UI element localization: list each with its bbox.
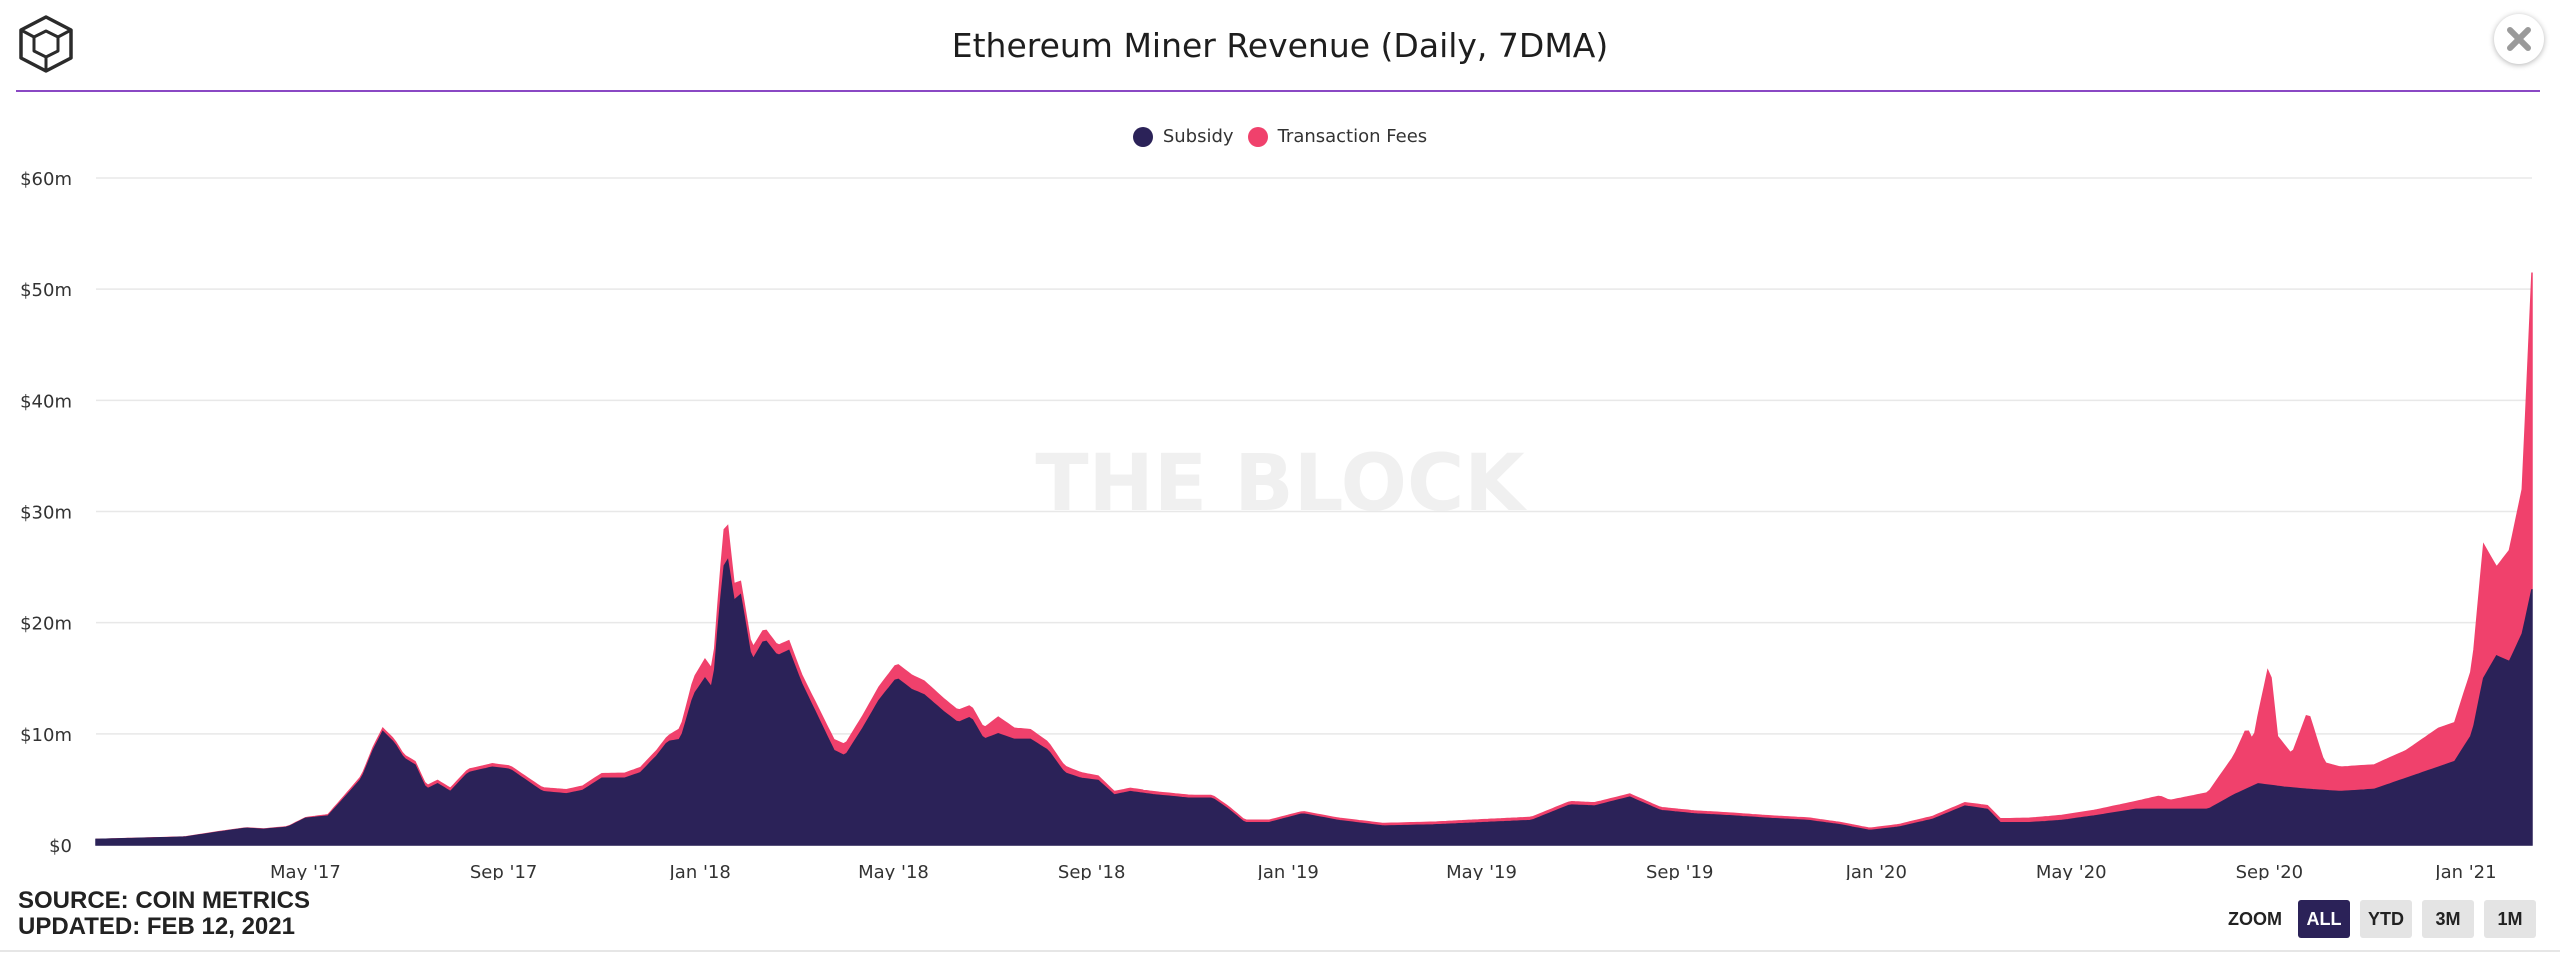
x-tick-label: Sep '18 xyxy=(1058,862,1126,880)
x-tick-label: Jan '21 xyxy=(2434,862,2496,880)
updated-text: UPDATED: FEB 12, 2021 xyxy=(18,913,295,940)
y-tick-label: $30m xyxy=(20,503,72,524)
x-tick-label: Sep '20 xyxy=(2236,862,2304,880)
legend-dot-subsidy xyxy=(1132,126,1153,147)
header-divider xyxy=(16,90,2540,92)
x-tick-label: Jan '18 xyxy=(669,862,731,880)
y-tick-label: $0 xyxy=(49,836,72,857)
legend-label-fees: Transaction Fees xyxy=(1277,126,1428,147)
chart-legend: Subsidy Transaction Fees xyxy=(0,126,2560,147)
the-block-logo xyxy=(16,14,76,74)
x-tick-label: May '17 xyxy=(270,862,341,880)
zoom-controls: ZOOM ALL YTD 3M 1M xyxy=(2228,900,2536,938)
y-tick-label: $50m xyxy=(20,280,72,301)
y-tick-label: $20m xyxy=(20,614,72,635)
chart-plot: $0 $10m $20m $30m $40m $50m $60m THE BLOCK May '… xyxy=(20,169,2533,880)
x-tick-label: Sep '19 xyxy=(1646,862,1714,880)
zoom-3m-button[interactable]: 3M xyxy=(2422,900,2474,938)
legend-label-subsidy: Subsidy xyxy=(1162,126,1234,147)
legend-item-subsidy[interactable]: Subsidy xyxy=(1132,126,1234,147)
close-icon xyxy=(2507,27,2531,51)
legend-item-fees[interactable]: Transaction Fees xyxy=(1247,126,1428,147)
y-tick-label: $60m xyxy=(20,169,72,190)
y-tick-label: $40m xyxy=(20,391,72,412)
chart-title: Ethereum Miner Revenue (Daily, 7DMA) xyxy=(951,26,1609,65)
y-tick-label: $10m xyxy=(20,725,72,746)
series-area-transaction-fees xyxy=(96,272,2533,841)
zoom-ytd-button[interactable]: YTD xyxy=(2360,900,2412,938)
footer-divider xyxy=(0,950,2560,952)
x-tick-label: May '20 xyxy=(2036,862,2107,880)
zoom-label: ZOOM xyxy=(2228,908,2282,929)
zoom-all-button[interactable]: ALL xyxy=(2298,900,2350,938)
watermark: THE BLOCK xyxy=(1035,439,1527,529)
legend-dot-fees xyxy=(1247,126,1268,147)
zoom-1m-button[interactable]: 1M xyxy=(2484,900,2536,938)
x-tick-label: Jan '20 xyxy=(1845,862,1907,880)
x-tick-label: Sep '17 xyxy=(470,862,538,880)
source-text: SOURCE: COIN METRICS xyxy=(18,887,311,914)
the-block-cube-icon xyxy=(19,15,73,73)
x-tick-label: Jan '19 xyxy=(1257,862,1319,880)
source-note: SOURCE: COIN METRICS UPDATED: FEB 12, 20… xyxy=(18,888,310,940)
series-area-subsidy xyxy=(95,558,2533,846)
close-button[interactable] xyxy=(2494,14,2544,64)
x-tick-label: May '19 xyxy=(1446,862,1517,880)
x-tick-label: May '18 xyxy=(858,862,929,880)
